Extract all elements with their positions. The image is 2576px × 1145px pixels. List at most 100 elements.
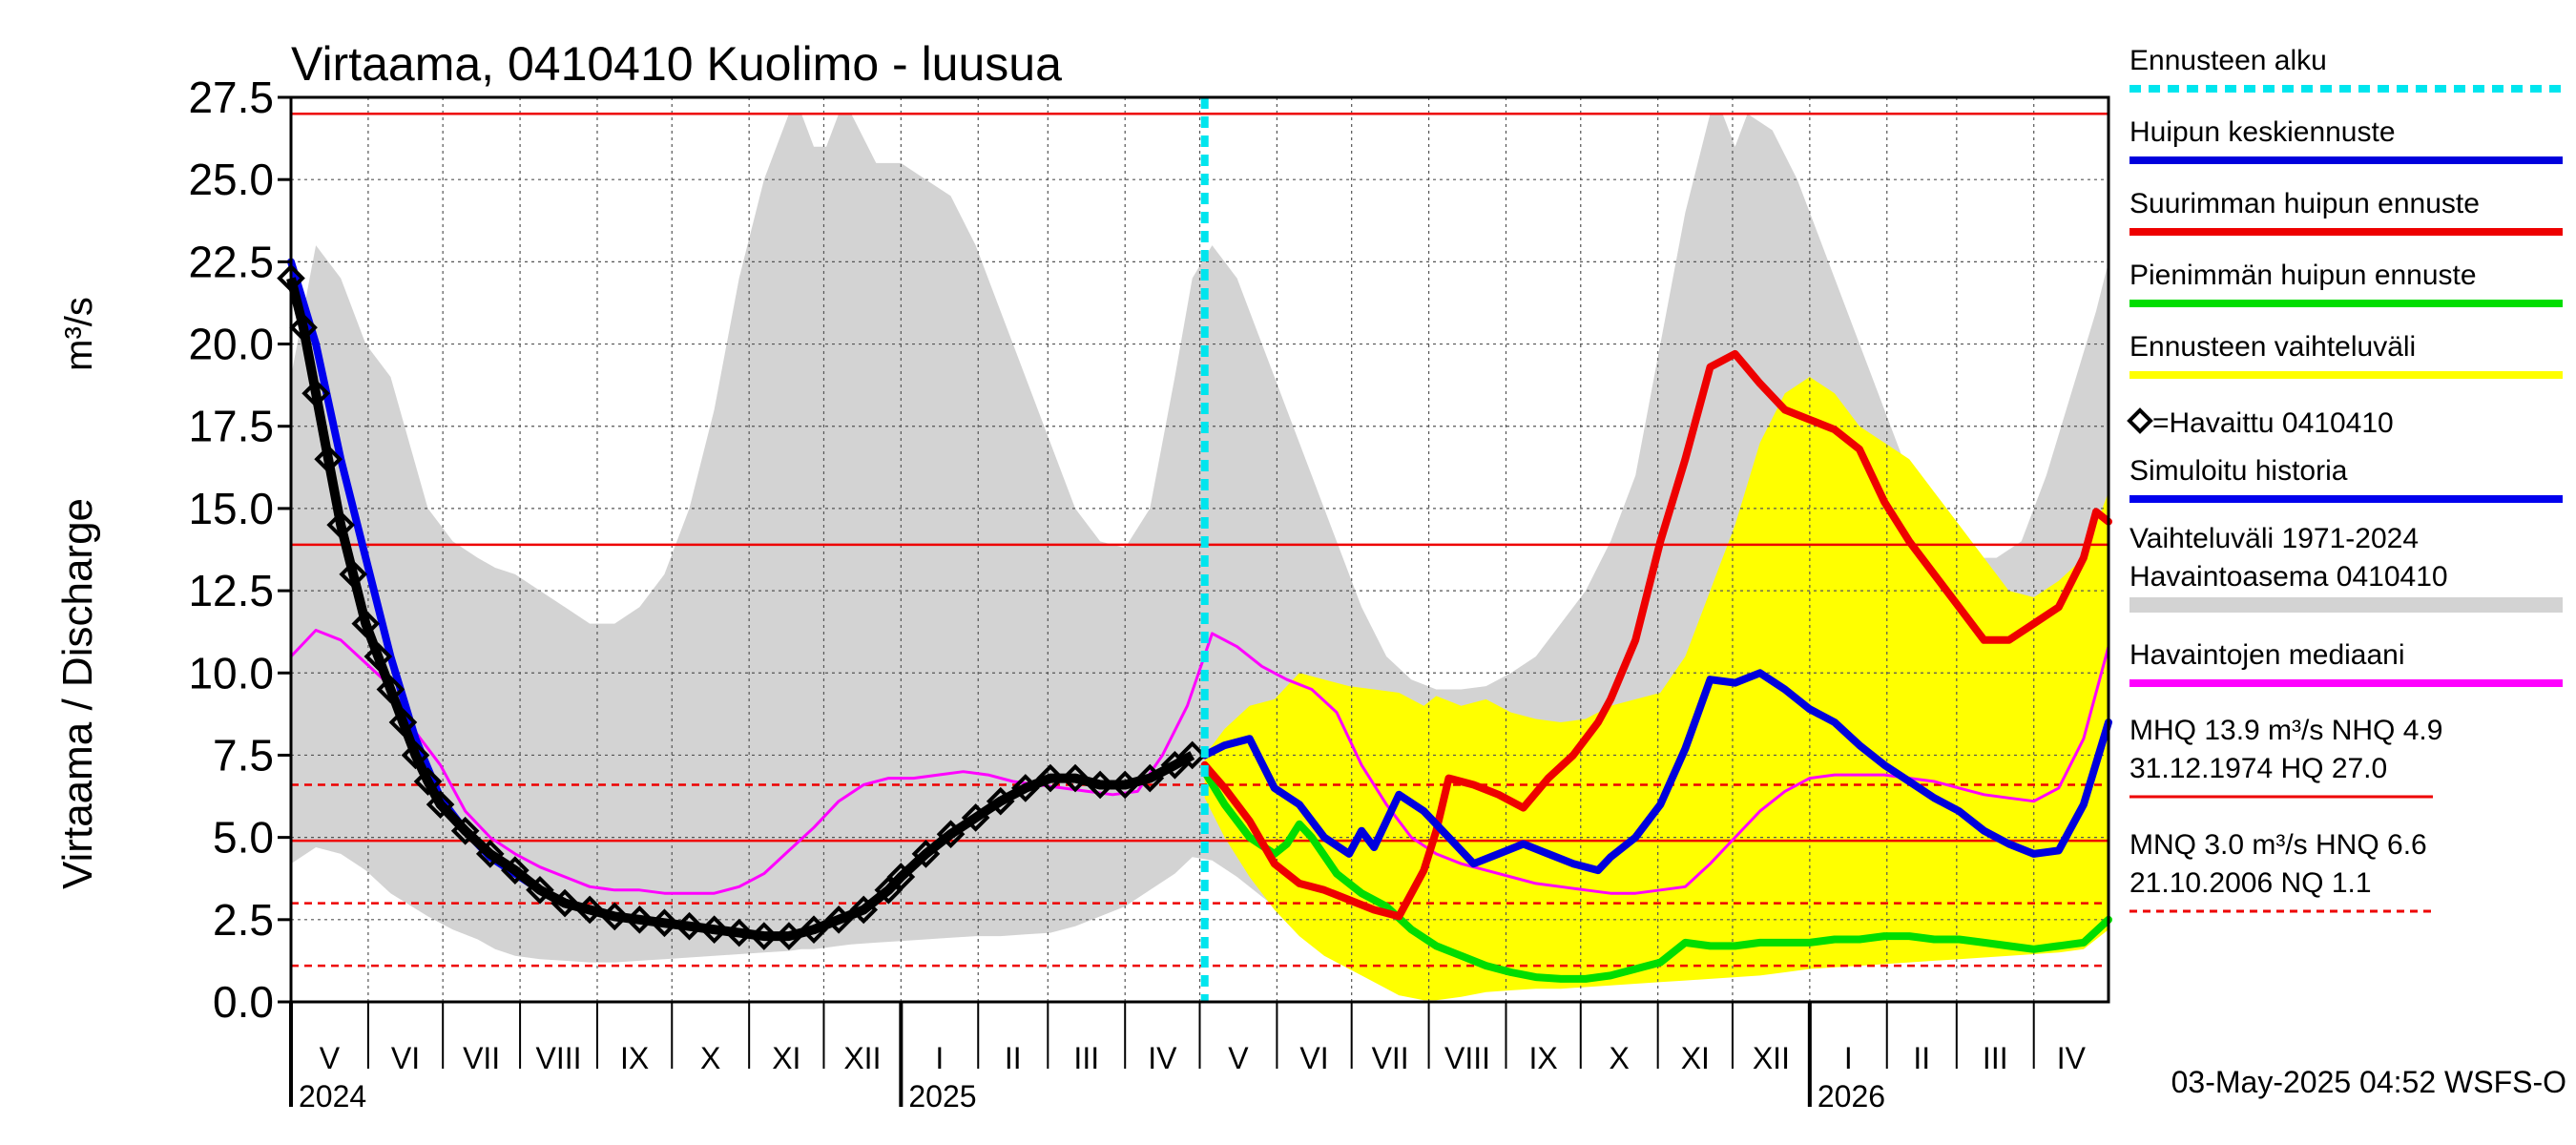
- observed-marker: [1036, 763, 1065, 793]
- y-tick-label: 12.5: [188, 566, 274, 615]
- legend-label: Ennusteen alku: [2129, 45, 2327, 76]
- observed-marker: [874, 875, 904, 905]
- x-month-label: IX: [620, 1041, 649, 1075]
- observed-marker: [526, 875, 554, 905]
- observed-marker: [986, 786, 1015, 816]
- observed-marker: [936, 820, 966, 849]
- observed-marker: [1011, 774, 1040, 802]
- reference-lines: [291, 112, 2109, 968]
- legend-stat-text: 31.12.1974 HQ 27.0: [2129, 753, 2387, 784]
- observed-marker: [314, 445, 343, 474]
- axes: 0.0 2.5 5.0 7.5 10.0 12.5 15.0 17.5 20.0 22.5 25.0…: [188, 73, 2086, 1114]
- x-year-label: 2026: [1818, 1079, 1885, 1114]
- x-month-label: IV: [1148, 1041, 1177, 1075]
- y-tick-label: 10.0: [188, 648, 274, 697]
- observed-marker: [600, 902, 630, 931]
- y-tick-label: 7.5: [213, 730, 274, 780]
- x-month-label: IX: [1529, 1041, 1558, 1075]
- observed-marker: [1086, 770, 1114, 800]
- observed-marker: [775, 922, 803, 950]
- legend-stat-text: MHQ 13.9 m³/s NHQ 4.9: [2129, 715, 2442, 746]
- observed-marker: [339, 560, 368, 589]
- observed-marker: [551, 888, 579, 918]
- observed-marker: [724, 918, 754, 947]
- legend-swatch: [2127, 407, 2153, 434]
- observed-marker: [351, 609, 381, 638]
- x-month-label: III: [1073, 1041, 1099, 1075]
- x-month-label: II: [1913, 1041, 1930, 1075]
- x-month-label: IV: [2057, 1041, 2087, 1075]
- observed-marker: [289, 313, 318, 343]
- series-line: [1200, 767, 2112, 983]
- x-month-label: VIII: [1444, 1041, 1490, 1075]
- series-lines: [277, 258, 2112, 983]
- x-month-label: III: [1983, 1041, 2008, 1075]
- x-month-label: VII: [463, 1041, 500, 1075]
- x-month-label: X: [1610, 1041, 1630, 1075]
- legend-label: =Havaittu 0410410: [2152, 407, 2394, 439]
- legend: Ennusteen alku Huipun keskiennuste Suurimm…: [2127, 45, 2563, 913]
- observed-marker: [388, 708, 418, 737]
- x-month-label: V: [1228, 1041, 1249, 1075]
- observed-marker: [1061, 763, 1090, 793]
- x-month-label: VII: [1372, 1041, 1409, 1075]
- observed-marker: [401, 740, 430, 770]
- observed-marker: [376, 675, 405, 704]
- chart-title: Virtaama, 0410410 Kuolimo - luusua: [291, 37, 1062, 91]
- footer-timestamp: 03-May-2025 04:52 WSFS-O: [2171, 1065, 2566, 1099]
- x-month-label: XI: [772, 1041, 800, 1075]
- observed-marker: [1111, 770, 1140, 800]
- series-line: [289, 629, 2110, 895]
- legend-label: Havaintoasema 0410410: [2129, 561, 2448, 593]
- legend-stat-text: MNQ 3.0 m³/s HNQ 6.6: [2129, 829, 2427, 861]
- observed-marker: [625, 905, 654, 934]
- x-month-label: XII: [1753, 1041, 1790, 1075]
- observed-marker: [675, 911, 704, 941]
- x-month-label: XI: [1681, 1041, 1710, 1075]
- observed-marker: [1160, 750, 1190, 780]
- x-month-label: VI: [1299, 1041, 1328, 1075]
- observed-marker: [450, 816, 480, 845]
- y-tick-label: 0.0: [213, 977, 274, 1027]
- observed-marker: [364, 642, 393, 671]
- y-tick-label: 27.5: [188, 73, 274, 122]
- observed-marker: [1177, 740, 1207, 770]
- legend-label: Huipun keskiennuste: [2129, 116, 2396, 148]
- x-month-label: II: [1005, 1041, 1022, 1075]
- legend-label: Simuloitu historia: [2129, 455, 2348, 487]
- x-month-label: VIII: [536, 1041, 582, 1075]
- observed-marker: [413, 767, 443, 796]
- observed-marker: [800, 915, 828, 944]
- observed-marker: [824, 905, 853, 934]
- legend-label: Pienimmän huipun ennuste: [2129, 260, 2477, 291]
- observed-marker: [426, 790, 455, 819]
- observed-marker: [699, 915, 729, 944]
- observed-marker: [650, 908, 679, 938]
- series-line: [1200, 669, 2112, 875]
- observed-marker: [326, 510, 356, 539]
- observed-marker: [501, 856, 530, 885]
- y-axis-unit: m³/s: [58, 297, 100, 371]
- series-line: [1200, 349, 2112, 921]
- x-month-label: VI: [391, 1041, 420, 1075]
- legend-label: Suurimman huipun ennuste: [2129, 188, 2480, 219]
- legend-label: Vaihteluväli 1971-2024: [2129, 523, 2419, 554]
- x-year-label: 2025: [908, 1079, 976, 1114]
- y-tick-label: 25.0: [188, 155, 274, 204]
- y-tick-label: 15.0: [188, 484, 274, 533]
- legend-stat-text: 21.10.2006 NQ 1.1: [2129, 867, 2372, 899]
- x-month-label: X: [700, 1041, 720, 1075]
- observed-marker: [475, 840, 505, 868]
- y-tick-label: 5.0: [213, 813, 274, 863]
- observed-marker: [849, 895, 879, 925]
- legend-swatch: [2129, 597, 2563, 613]
- observed-marker: [1135, 763, 1165, 793]
- x-year-label: 2024: [299, 1079, 366, 1114]
- x-month-label: I: [1844, 1041, 1853, 1075]
- y-tick-label: 20.0: [188, 320, 274, 369]
- y-axis-label: Virtaama / Discharge: [54, 498, 101, 889]
- x-month-label: V: [320, 1041, 341, 1075]
- observed-marker: [911, 840, 941, 868]
- observed-marker: [301, 379, 330, 408]
- y-axis-label-group: Virtaama / Discharge m³/s: [54, 297, 101, 889]
